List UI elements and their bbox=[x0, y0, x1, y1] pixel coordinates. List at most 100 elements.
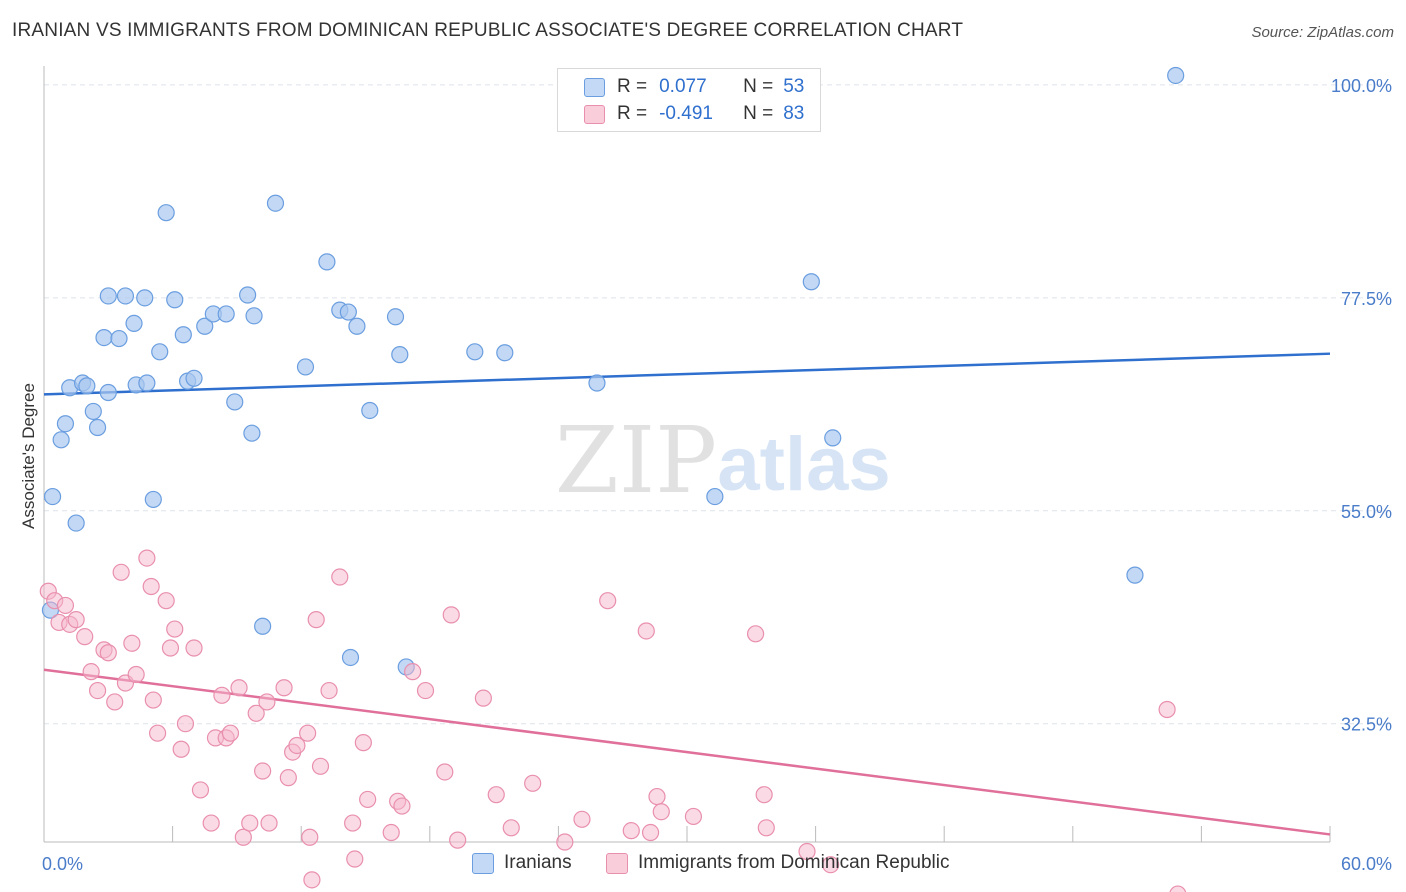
iranian-point bbox=[339, 303, 357, 321]
iranian-point bbox=[67, 514, 85, 532]
iranian-point bbox=[125, 314, 143, 333]
dominican-point bbox=[185, 639, 203, 657]
iranian-point bbox=[266, 194, 285, 212]
dominican-point bbox=[234, 828, 252, 846]
iranian-point bbox=[151, 343, 169, 361]
dominican-point bbox=[502, 819, 520, 837]
legend-label: Immigrants from Dominican Republic bbox=[638, 852, 950, 873]
stats-legend: R = 0.077 N = 53 R = -0.491 N = 83 bbox=[557, 68, 821, 132]
iranian-point bbox=[78, 377, 96, 395]
iranian-point bbox=[116, 287, 135, 305]
dominican-point bbox=[637, 622, 655, 640]
dominican-point bbox=[746, 625, 765, 643]
dominican-point bbox=[346, 850, 364, 868]
iranian-point bbox=[1126, 566, 1144, 584]
dominican-point bbox=[301, 828, 319, 846]
iranian-point bbox=[157, 204, 175, 222]
dominican-point bbox=[112, 563, 130, 581]
legend-swatch-blue bbox=[584, 77, 605, 97]
iranian-point bbox=[56, 415, 75, 433]
dominican-point bbox=[157, 592, 175, 610]
iranian-point bbox=[706, 487, 724, 506]
dominican-point bbox=[757, 819, 775, 837]
legend-r-label: R = bbox=[617, 103, 648, 124]
x-tick-label: 0.0% bbox=[42, 854, 83, 874]
dominican-point bbox=[123, 634, 141, 652]
y-tick-label: 32.5% bbox=[1341, 715, 1392, 735]
x-tick-label: 60.0% bbox=[1341, 854, 1392, 874]
dominican-point bbox=[99, 644, 117, 662]
dominican-point bbox=[144, 691, 162, 709]
legend-r-label: R = bbox=[617, 76, 648, 97]
iranian-point bbox=[144, 490, 162, 509]
watermark-atlas: atlas bbox=[717, 422, 890, 507]
dominican-point bbox=[311, 757, 330, 775]
iranian-point bbox=[296, 358, 315, 376]
dominican-point bbox=[88, 681, 107, 700]
dominican-point bbox=[172, 740, 190, 758]
bottom-legend-dominican: Immigrants from Dominican Republic bbox=[606, 852, 950, 874]
iranian-point bbox=[802, 273, 820, 291]
dominican-point bbox=[221, 724, 240, 742]
dominican-point bbox=[258, 693, 276, 711]
dominican-point bbox=[67, 611, 85, 629]
iranian-point bbox=[243, 424, 261, 442]
iranian-point bbox=[99, 383, 117, 402]
dominican-point bbox=[82, 663, 100, 681]
dominican-point bbox=[648, 787, 666, 806]
iranian-point bbox=[110, 329, 128, 348]
dominican-point bbox=[556, 833, 574, 851]
tick-labels: 32.5% 55.0% 77.5% 100.0% 0.0% 60.0% bbox=[42, 76, 1392, 874]
dominican-point bbox=[307, 611, 325, 629]
chart-title: IRANIAN VS IMMIGRANTS FROM DOMINICAN REP… bbox=[12, 20, 964, 41]
iranian-point bbox=[43, 487, 62, 506]
trend-line bbox=[43, 668, 1331, 836]
iranian-point bbox=[361, 401, 379, 420]
iranian-point bbox=[245, 307, 263, 325]
legend-n-value: 53 bbox=[783, 76, 805, 97]
bottom-legend-iranians: Iranians bbox=[472, 852, 572, 874]
iranian-point bbox=[348, 317, 366, 335]
dominican-point bbox=[622, 822, 640, 840]
iranian-point bbox=[196, 317, 214, 335]
dominican-point bbox=[331, 568, 349, 586]
iranian-point bbox=[386, 308, 405, 326]
dominican-point bbox=[436, 763, 454, 781]
dominican-point bbox=[254, 762, 272, 780]
source-credit: Source: ZipAtlas.com bbox=[1251, 24, 1394, 41]
iranian-point bbox=[391, 346, 409, 364]
dominican-point bbox=[487, 786, 505, 804]
iranian-point bbox=[824, 429, 842, 447]
dominican-point bbox=[106, 693, 124, 711]
dominican-point bbox=[404, 663, 422, 681]
dominican-point bbox=[344, 814, 362, 832]
trend-line bbox=[43, 352, 1331, 396]
iranian-point bbox=[99, 287, 117, 305]
iranian-point bbox=[466, 343, 484, 361]
legend-label: Iranians bbox=[504, 852, 572, 873]
dominican-point bbox=[442, 606, 460, 624]
iranian-point bbox=[496, 344, 514, 362]
watermark-zip: ZIP bbox=[555, 407, 717, 514]
legend-swatch-pink bbox=[584, 104, 605, 124]
dominican-point bbox=[76, 628, 94, 646]
dominican-point bbox=[1158, 700, 1176, 719]
legend-swatch-pink bbox=[606, 852, 628, 874]
dominican-point bbox=[288, 736, 306, 755]
legend-row-dominican: R = -0.491 N = 83 bbox=[558, 101, 804, 127]
dominican-point bbox=[303, 871, 321, 889]
iranian-point bbox=[318, 253, 336, 271]
dominican-point bbox=[138, 549, 156, 567]
legend-r-value: 0.077 bbox=[659, 76, 707, 97]
dominican-point bbox=[354, 734, 372, 752]
iranian-point bbox=[217, 305, 235, 323]
dominican-point bbox=[202, 814, 220, 832]
dominican-point bbox=[142, 577, 160, 596]
y-axis-title: Associate's Degree bbox=[19, 383, 38, 529]
iranian-point bbox=[174, 326, 192, 344]
dominican-point bbox=[1169, 885, 1187, 892]
iranian-point bbox=[341, 648, 360, 667]
iranian-point bbox=[84, 402, 102, 421]
dominican-point bbox=[241, 814, 259, 832]
